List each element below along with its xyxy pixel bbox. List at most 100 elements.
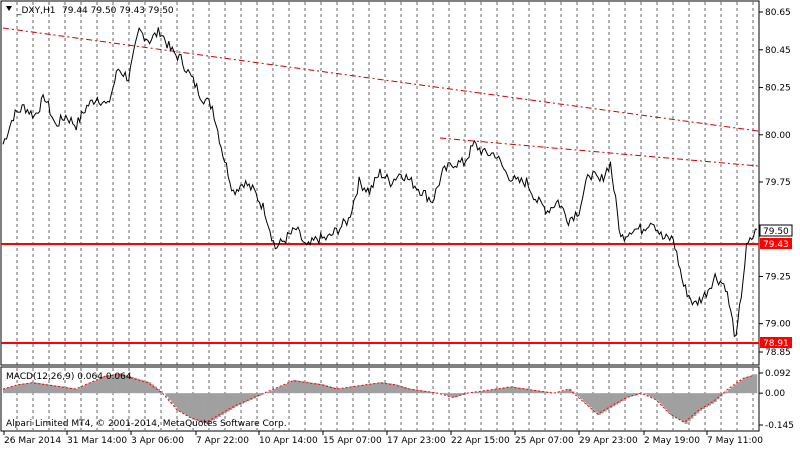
macd-bar — [496, 388, 500, 394]
time-axis-label: 15 Apr 07:00 — [323, 436, 382, 446]
macd-bar — [670, 393, 674, 416]
macd-bar — [8, 387, 12, 394]
macd-bar — [368, 384, 372, 394]
price-tick-label: 79.00 — [765, 320, 791, 330]
macd-bar — [269, 390, 273, 394]
triangle-down-icon[interactable] — [6, 6, 12, 11]
macd-bar — [310, 382, 314, 394]
time-axis-label: 7 May 11:00 — [707, 436, 763, 446]
macd-bar — [400, 386, 404, 394]
macd-bar — [293, 380, 297, 394]
macd-bar — [301, 381, 305, 394]
macd-bar — [145, 381, 149, 394]
lower-trendline[interactable] — [439, 137, 759, 167]
macd-bar — [583, 393, 587, 402]
macd-bar — [542, 391, 546, 394]
macd-bar — [327, 386, 331, 394]
macd-bar — [191, 393, 195, 420]
macd-bar — [490, 389, 494, 394]
macd-bar — [110, 374, 114, 394]
macd-bar — [391, 384, 395, 394]
macd-bar — [139, 379, 143, 394]
time-axis-label: 3 Apr 06:00 — [131, 436, 184, 446]
macd-bar — [211, 393, 215, 421]
macd-bar — [658, 393, 662, 403]
macd-bar — [220, 393, 224, 416]
macd-bar — [455, 393, 459, 397]
macd-bar — [11, 386, 15, 394]
macd-bar — [287, 382, 291, 394]
macd-bar — [295, 380, 300, 394]
macd-bar — [322, 384, 326, 394]
macd-bar — [275, 387, 279, 394]
price-tick-label: 80.25 — [765, 84, 791, 94]
macd-bar — [394, 384, 398, 394]
macd-bar — [385, 383, 389, 394]
macd-bar — [359, 385, 363, 394]
macd-bar — [617, 393, 621, 403]
time-axis-label: 7 Apr 22:00 — [196, 436, 249, 446]
macd-bar — [266, 391, 271, 394]
macd-bar — [63, 387, 68, 394]
macd-bar — [104, 375, 108, 394]
macd-bar — [423, 391, 427, 394]
macd-bar — [620, 393, 624, 402]
macd-bar — [446, 393, 450, 396]
time-axis-label: 22 Apr 15:00 — [451, 436, 510, 446]
macd-bar — [58, 386, 62, 394]
macd-bar — [472, 392, 476, 394]
macd-bar — [278, 386, 282, 394]
macd-bar — [443, 393, 447, 395]
hline1-tag-text: 79.43 — [763, 240, 789, 250]
time-axis-label: 31 Mar 14:00 — [67, 436, 127, 446]
macd-bar — [174, 393, 178, 408]
macd-bar — [46, 384, 50, 394]
macd-bar — [351, 386, 355, 394]
macd-bar — [40, 383, 44, 394]
macd-bar — [290, 381, 294, 394]
macd-bar — [652, 393, 656, 399]
macd-bar — [69, 387, 73, 394]
macd-bar — [728, 388, 732, 394]
macd-bar — [206, 393, 210, 424]
macd-bar — [585, 393, 590, 405]
macd-bar — [745, 376, 749, 394]
price-tick-label: 80.45 — [765, 46, 791, 56]
upper-trendline[interactable] — [2, 27, 759, 132]
macd-bar — [710, 393, 714, 404]
macd-bar — [153, 386, 157, 394]
macd-bar — [409, 388, 413, 394]
macd-bar — [461, 393, 465, 395]
macd-bar — [353, 386, 358, 394]
macd-bar — [313, 383, 317, 394]
macd-bar — [661, 393, 665, 406]
macd-bar — [411, 389, 416, 394]
macd-bar — [556, 392, 561, 394]
macd-bar — [701, 393, 706, 409]
macd-bar — [603, 393, 607, 412]
macd-bar — [348, 387, 352, 394]
macd-bar — [614, 393, 619, 405]
macd-bar — [182, 393, 186, 415]
macd-bar — [742, 377, 746, 394]
macd-bar — [179, 393, 184, 413]
time-axis-label: 10 Apr 14:00 — [259, 436, 318, 446]
macd-bar — [672, 393, 677, 417]
macd-bar — [3, 388, 7, 394]
macd-tick-label: 0.00 — [765, 389, 785, 399]
macd-bar — [725, 391, 729, 394]
macd-bar — [107, 375, 111, 394]
macd-bar — [246, 393, 250, 402]
macd-bar — [90, 382, 94, 394]
macd-bar — [565, 389, 569, 394]
macd-bar — [194, 393, 198, 421]
macd-bar — [177, 393, 181, 411]
macd-bar — [168, 393, 172, 401]
macd-bar — [501, 387, 505, 394]
macd-bar — [449, 393, 453, 397]
macd-bar — [336, 388, 340, 394]
macd-bar — [667, 393, 671, 413]
macd-bar — [49, 384, 53, 394]
macd-bar — [136, 378, 140, 394]
